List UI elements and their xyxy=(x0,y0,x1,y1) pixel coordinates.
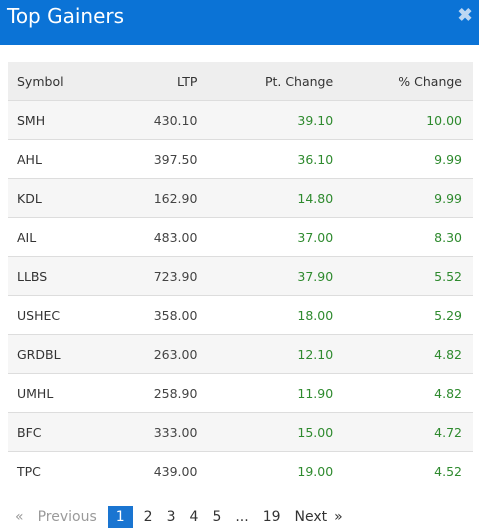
pagination: « Previous 1 2 3 4 5 ... 19 Next » xyxy=(8,506,350,528)
table-row[interactable]: SMH 430.10 39.10 10.00 xyxy=(8,100,473,140)
pct-change-cell: 10.00 xyxy=(344,100,473,140)
pt-change-cell: 14.80 xyxy=(208,178,345,218)
table-row[interactable]: TPC 439.00 19.00 4.52 xyxy=(8,451,473,490)
table-row[interactable]: AHL 397.50 36.10 9.99 xyxy=(8,139,473,179)
pt-change-cell: 19.00 xyxy=(208,451,345,490)
close-icon[interactable]: ✖ xyxy=(457,5,473,25)
pct-change-cell: 4.82 xyxy=(344,373,473,413)
column-header-pt-change[interactable]: Pt. Change xyxy=(208,62,345,101)
symbol-cell[interactable]: KDL xyxy=(8,178,111,218)
ltp-cell: 483.00 xyxy=(110,217,209,257)
table-row[interactable]: BFC 333.00 15.00 4.72 xyxy=(8,412,473,452)
pt-change-cell: 18.00 xyxy=(208,295,345,335)
symbol-cell[interactable]: AIL xyxy=(8,217,111,257)
pct-change-cell: 5.52 xyxy=(344,256,473,296)
table-header-row: Symbol LTP Pt. Change % Change xyxy=(8,62,473,101)
page-link-2[interactable]: 2 xyxy=(143,509,153,525)
page-link-4[interactable]: 4 xyxy=(189,509,199,525)
table-row[interactable]: KDL 162.90 14.80 9.99 xyxy=(8,178,473,218)
modal-title: Top Gainers xyxy=(7,4,125,28)
table-row[interactable]: USHEC 358.00 18.00 5.29 xyxy=(8,295,473,335)
column-header-pct-change[interactable]: % Change xyxy=(344,62,473,101)
pt-change-cell: 39.10 xyxy=(208,100,345,140)
ltp-cell: 358.00 xyxy=(110,295,209,335)
table-row[interactable]: UMHL 258.90 11.90 4.82 xyxy=(8,373,473,413)
modal-header: Top Gainers ✖ xyxy=(0,0,479,45)
pct-change-cell: 4.52 xyxy=(344,451,473,490)
pagination-ellipsis: ... xyxy=(235,509,249,525)
symbol-cell[interactable]: SMH xyxy=(8,100,111,140)
page-link-5[interactable]: 5 xyxy=(212,509,222,525)
table-row[interactable]: AIL 483.00 37.00 8.30 xyxy=(8,217,473,257)
pt-change-cell: 37.00 xyxy=(208,217,345,257)
ltp-cell: 397.50 xyxy=(110,139,209,179)
symbol-cell[interactable]: UMHL xyxy=(8,373,111,413)
column-header-ltp[interactable]: LTP xyxy=(110,62,209,101)
pt-change-cell: 15.00 xyxy=(208,412,345,452)
ltp-cell: 439.00 xyxy=(110,451,209,490)
previous-page-link[interactable]: Previous xyxy=(37,509,97,525)
prev-arrow-icon[interactable]: « xyxy=(15,509,24,525)
symbol-cell[interactable]: TPC xyxy=(8,451,111,490)
ltp-cell: 333.00 xyxy=(110,412,209,452)
symbol-cell[interactable]: LLBS xyxy=(8,256,111,296)
pt-change-cell: 36.10 xyxy=(208,139,345,179)
pct-change-cell: 8.30 xyxy=(344,217,473,257)
gainers-table: Symbol LTP Pt. Change % Change SMH 430.10… xyxy=(8,62,473,490)
page-link-1[interactable]: 1 xyxy=(107,506,133,528)
pt-change-cell: 11.90 xyxy=(208,373,345,413)
ltp-cell: 723.90 xyxy=(110,256,209,296)
next-arrow-icon[interactable]: » xyxy=(334,509,343,525)
table-row[interactable]: GRDBL 263.00 12.10 4.82 xyxy=(8,334,473,374)
symbol-cell[interactable]: AHL xyxy=(8,139,111,179)
column-header-symbol[interactable]: Symbol xyxy=(8,62,111,101)
page-link-19[interactable]: 19 xyxy=(262,509,281,525)
ltp-cell: 430.10 xyxy=(110,100,209,140)
pt-change-cell: 37.90 xyxy=(208,256,345,296)
symbol-cell[interactable]: BFC xyxy=(8,412,111,452)
pct-change-cell: 4.72 xyxy=(344,412,473,452)
ltp-cell: 263.00 xyxy=(110,334,209,374)
pt-change-cell: 12.10 xyxy=(208,334,345,374)
symbol-cell[interactable]: USHEC xyxy=(8,295,111,335)
pct-change-cell: 9.99 xyxy=(344,139,473,179)
pct-change-cell: 5.29 xyxy=(344,295,473,335)
table-row[interactable]: LLBS 723.90 37.90 5.52 xyxy=(8,256,473,296)
next-page-link[interactable]: Next xyxy=(294,509,328,525)
pct-change-cell: 4.82 xyxy=(344,334,473,374)
symbol-cell[interactable]: GRDBL xyxy=(8,334,111,374)
pct-change-cell: 9.99 xyxy=(344,178,473,218)
page-link-3[interactable]: 3 xyxy=(166,509,176,525)
ltp-cell: 258.90 xyxy=(110,373,209,413)
ltp-cell: 162.90 xyxy=(110,178,209,218)
